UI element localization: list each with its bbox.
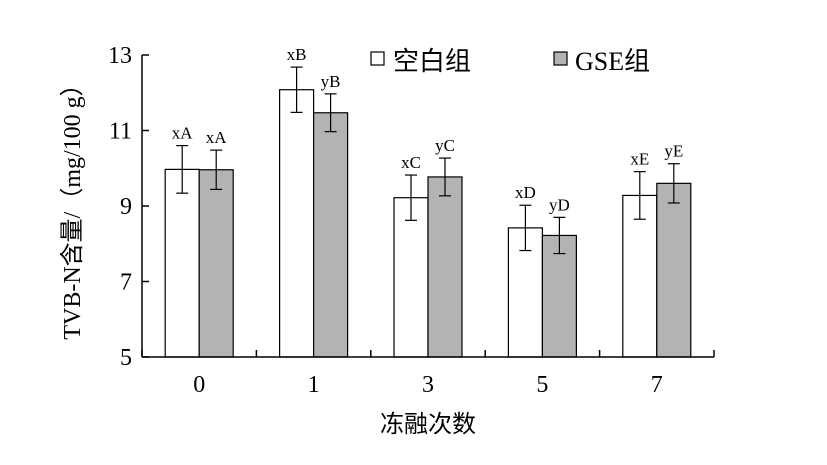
- significance-label: yC: [435, 136, 455, 155]
- bar-blank-3: [393, 197, 429, 358]
- legend: 空白组 GSE组: [370, 47, 650, 76]
- bar-blank-1: [279, 89, 315, 358]
- x-ticks: 0 1 3 5 7: [141, 350, 715, 398]
- y-ticks: 5 7 9 11 13: [108, 43, 149, 371]
- legend-label-blank: 空白组: [393, 47, 471, 76]
- x-tick-label: 7: [651, 372, 663, 398]
- significance-label: xE: [630, 150, 649, 169]
- significance-label: yD: [549, 195, 570, 214]
- legend-label-gse: GSE组: [575, 47, 650, 76]
- y-tick-label: 5: [120, 345, 132, 371]
- bar-gse-0: [198, 169, 234, 358]
- bar-labels-layer: xA xA xB yB xC yC xD yD xE yE: [172, 45, 683, 214]
- y-tick-label: 13: [108, 43, 132, 69]
- bar-gse-5: [541, 234, 578, 358]
- x-tick-label: 5: [536, 372, 548, 398]
- bar-gse-1: [313, 112, 349, 358]
- significance-label: xB: [287, 45, 307, 64]
- y-tick-label: 9: [120, 194, 132, 220]
- error-bars-layer: [176, 66, 680, 255]
- y-axis-label: TVB-N含量/（mg/100 g）: [59, 72, 86, 339]
- bar-blank-0: [164, 168, 200, 358]
- y-tick-label: 11: [109, 119, 132, 145]
- significance-label: yE: [664, 142, 683, 161]
- significance-label: xD: [515, 183, 536, 202]
- x-axis-label: 冻融次数: [380, 411, 476, 438]
- bar-gse-7: [656, 182, 692, 358]
- x-tick-label: 0: [193, 372, 205, 398]
- bar-gse-3: [427, 176, 463, 358]
- bars-layer: [164, 89, 692, 358]
- x-tick-label: 3: [422, 372, 434, 398]
- legend-swatch-gse: [553, 51, 568, 66]
- significance-label: xC: [401, 153, 421, 172]
- legend-swatch-blank: [370, 51, 385, 66]
- significance-label: yB: [321, 72, 341, 91]
- x-tick-label: 1: [308, 372, 320, 398]
- significance-label: xA: [172, 124, 194, 143]
- y-tick-label: 7: [120, 270, 132, 296]
- significance-label: xA: [206, 128, 228, 147]
